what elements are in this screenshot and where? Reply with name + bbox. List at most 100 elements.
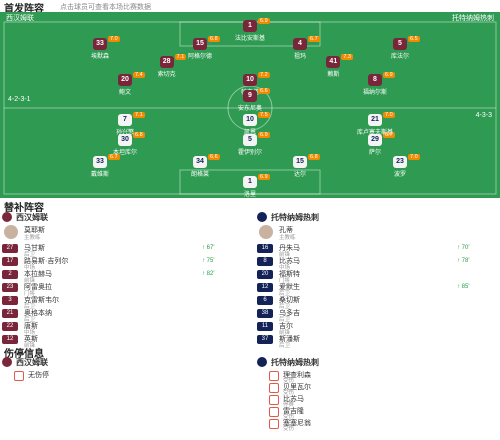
sub-position: 门将 xyxy=(24,291,36,297)
player-rating: 6.8 xyxy=(133,132,145,138)
sub-row: 12 英斯 前锋 xyxy=(2,334,242,349)
injury-icon xyxy=(269,383,279,393)
formation: 4-2-3-1 xyxy=(8,96,31,103)
player-name: 洛里 xyxy=(243,192,256,198)
sub-number: 38 xyxy=(257,309,273,318)
injury-name: 比苏马 xyxy=(283,396,304,403)
player-rating: 7.2 xyxy=(258,72,270,78)
team-logo xyxy=(2,357,12,367)
injury-icon xyxy=(269,419,279,429)
coach-avatar xyxy=(259,225,273,239)
coach-avatar xyxy=(4,225,18,239)
sub-note: ↑ 85' xyxy=(457,284,470,290)
sub-name: 马甘斯 xyxy=(24,245,45,252)
injury-icon xyxy=(269,371,279,381)
sub-number: 16 xyxy=(257,244,273,253)
coach-name: 孔蒂 xyxy=(279,227,293,234)
section-title: 替补阵容 xyxy=(4,203,44,214)
sub-name: 爱默生 xyxy=(279,284,300,291)
player-shirt: 21 xyxy=(368,114,382,126)
player-rating: 6.7 xyxy=(383,132,395,138)
sub-number: 23 xyxy=(2,283,18,292)
player-name: 索切克 xyxy=(157,72,176,78)
player-shirt: 7 xyxy=(118,114,132,126)
team-logo xyxy=(257,357,267,367)
player-name: 孙兴慜 xyxy=(115,130,134,136)
sub-number: 8 xyxy=(257,257,273,266)
sub-row: 20 福斯特 门将 xyxy=(257,269,497,284)
player-rating: 6.9 xyxy=(258,18,270,24)
sub-row: 37 斯潘斯 后卫 xyxy=(257,334,497,349)
player-shirt: 15 xyxy=(193,38,207,50)
player-name: 库法尔 xyxy=(390,54,409,60)
player-rating: 6.7 xyxy=(108,154,120,160)
sub-number: 3 xyxy=(2,296,18,305)
player-shirt: 1 xyxy=(243,176,257,188)
sub-name: 路易斯·吉列尔 xyxy=(24,258,69,265)
player-name: 本坦库尔 xyxy=(112,150,137,156)
player-rating: 6.9 xyxy=(258,132,270,138)
sub-name: 本拉赫马 xyxy=(24,271,52,278)
player-name: 法比安斯基 xyxy=(234,36,265,42)
coach-name: 莫耶斯 xyxy=(24,227,45,234)
sub-row: 16 丹朱马 前锋 ↑ 70' xyxy=(257,243,497,258)
player-shirt: 29 xyxy=(368,134,382,146)
team-header: 西汉姆联 xyxy=(16,213,48,222)
injury-status: 受伤 xyxy=(283,426,295,432)
player-name: 祖玛 xyxy=(293,54,306,60)
player-rating: 7.4 xyxy=(133,72,145,78)
player-rating: 6.6 xyxy=(208,154,220,160)
player-name: 埃默森 xyxy=(90,54,109,60)
sub-position: 后卫 xyxy=(279,343,291,349)
sub-number: 6 xyxy=(257,296,273,305)
sub-name: 桑切斯 xyxy=(279,297,300,304)
injury-icon xyxy=(269,395,279,405)
sub-position: 后卫 xyxy=(279,291,291,297)
team-logo xyxy=(257,212,267,222)
sub-row: 38 乌多吉 后卫 xyxy=(257,308,497,323)
sub-note: ↑ 75' xyxy=(202,258,215,264)
sub-number: 22 xyxy=(2,322,18,331)
sub-name: 奥格本纳 xyxy=(24,310,52,317)
sub-name: 斯潘斯 xyxy=(279,336,300,343)
player-name: 朗格莱 xyxy=(190,172,209,178)
player-shirt: 34 xyxy=(193,156,207,168)
player-name: 波罗 xyxy=(393,172,406,178)
sub-row: 3 克雷斯韦尔 后卫 xyxy=(2,295,242,310)
injury-name: 雷吉隆 xyxy=(283,408,304,415)
player-name: 鲍文 xyxy=(118,90,131,96)
sub-name: 乌多吉 xyxy=(279,310,300,317)
player-shirt: 4 xyxy=(293,38,307,50)
sub-number: 11 xyxy=(257,322,273,331)
player-rating: 6.8 xyxy=(208,36,220,42)
coach-role: 主教练 xyxy=(24,235,41,241)
sub-row: 21 奥格本纳 后卫 xyxy=(2,308,242,323)
player-shirt: 5 xyxy=(393,38,407,50)
sub-number: 12 xyxy=(257,283,273,292)
sub-name: 福斯特 xyxy=(279,271,300,278)
sub-row: 17 路易斯·吉列尔 中场 ↑ 75' xyxy=(2,256,242,271)
player-name: 戴维斯 xyxy=(90,172,109,178)
sub-position: 中场 xyxy=(24,265,36,271)
player-shirt: 8 xyxy=(368,74,382,86)
sub-name: 丹朱马 xyxy=(279,245,300,252)
sub-position: 前锋 xyxy=(24,278,36,284)
player-name: 达尔 xyxy=(293,172,306,178)
player-name: 霍伊别尔 xyxy=(237,150,262,156)
sub-name: 克雷斯韦尔 xyxy=(24,297,59,304)
sub-position: 后卫 xyxy=(24,317,36,323)
player-rating: 6.9 xyxy=(383,72,395,78)
player-name: 赖斯 xyxy=(327,72,340,78)
player-rating: 7.1 xyxy=(133,112,145,118)
sub-name: 英斯 xyxy=(24,336,38,343)
player-rating: 6.8 xyxy=(308,154,320,160)
sub-number: 27 xyxy=(2,244,18,253)
player-name: 库卢塞夫斯基 xyxy=(356,130,393,136)
team-header: 托特纳姆热刺 xyxy=(271,358,319,367)
player-rating: 7.1 xyxy=(174,54,187,60)
section-subtitle: 点击球员可查看本场比赛数据 xyxy=(60,4,151,11)
player-shirt: 15 xyxy=(293,156,307,168)
formation: 4-3-3 xyxy=(475,112,492,119)
sub-position: 后卫 xyxy=(24,252,36,258)
